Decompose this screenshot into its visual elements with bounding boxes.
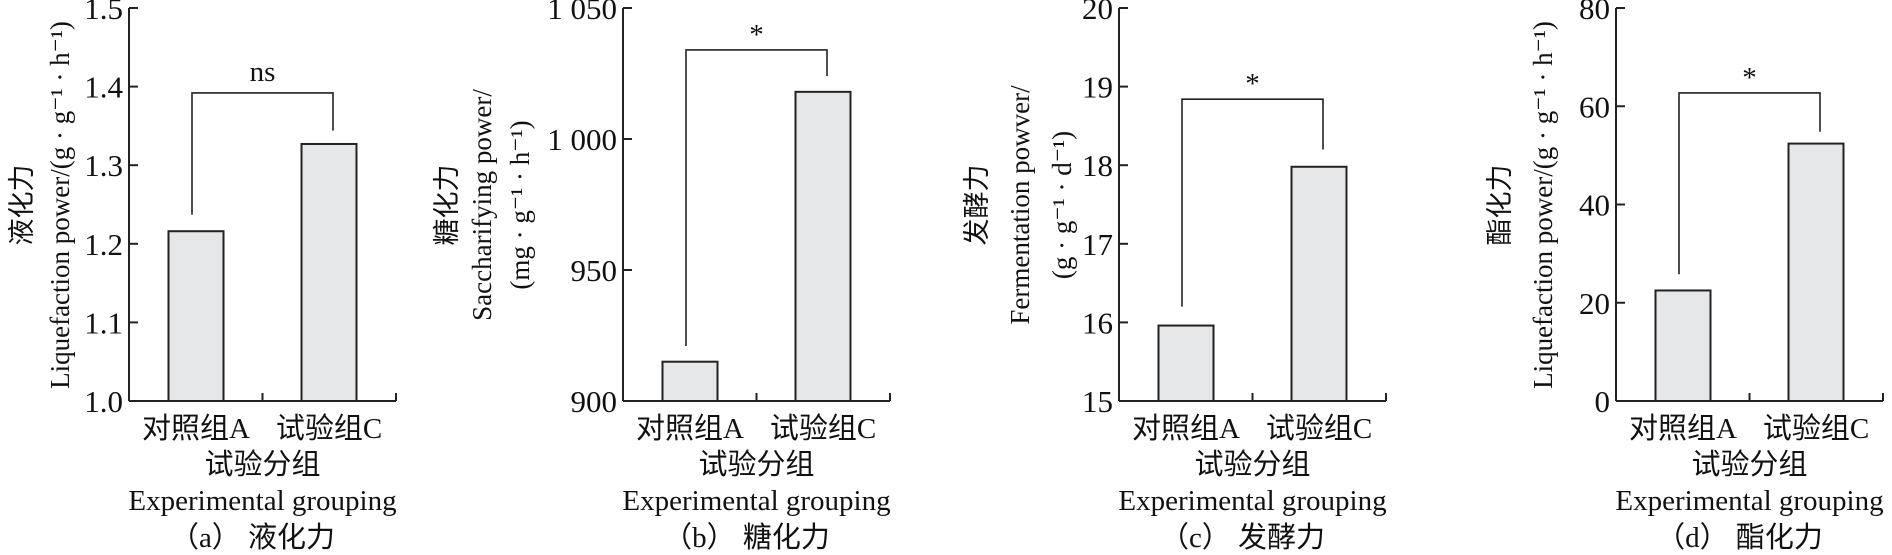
y-tick-label: 1.4 (84, 70, 123, 105)
bar-test-c (300, 142, 358, 402)
significance-label: * (1742, 62, 1757, 94)
category-label: 对照组A (636, 412, 744, 445)
y-axis-title: 液化力 (7, 165, 37, 246)
category-label: 试验组C (1763, 412, 1869, 445)
category-label: 对照组A (142, 412, 250, 445)
x-axis-title-en: Experimental grouping (1615, 485, 1883, 517)
x-axis-title-cn: 试验分组 (698, 448, 814, 481)
y-tick-label: 17 (1082, 227, 1113, 262)
category-label: 对照组A (1629, 412, 1737, 445)
bar-control-a (1654, 289, 1712, 402)
y-tick-label: 16 (1082, 305, 1113, 340)
x-axis-title-cn: 试验分组 (1691, 448, 1807, 481)
significance-bracket (1181, 98, 1324, 307)
y-axis-title: 酯化力 (1485, 165, 1515, 246)
y-axis-title: (mg · g⁻¹ · h⁻¹) (505, 120, 535, 289)
y-tick-label: 15 (1082, 384, 1113, 419)
bar-test-c (794, 90, 852, 402)
chart-panel-c: 15 16 17 18 19 20 对照组A 试验组C * 试验分组 Experimental gr… (962, 0, 1387, 554)
y-tick-label: 80 (1579, 0, 1610, 26)
y-tick-label: 1 050 (547, 0, 617, 26)
x-axis-title-en: Experimental grouping (622, 485, 890, 517)
significance-label: * (1245, 68, 1260, 100)
category-label: 对照组A (1132, 412, 1240, 445)
x-axis-title-en: Experimental grouping (1118, 485, 1386, 517)
y-tick-label: 1.3 (84, 148, 123, 183)
bar-test-c (1290, 165, 1348, 402)
panel-caption: （d） 酯化力 (1656, 521, 1823, 554)
panel-caption: （b） 糖化力 (663, 521, 830, 554)
y-tick-label: 20 (1082, 0, 1113, 26)
y-axis-title: 糖化力 (432, 165, 462, 246)
bar-control-a (1157, 324, 1215, 403)
chart-panel-d: 0 20 40 60 80 对照组A 试验组C * 试验分组 Experimental group… (1485, 0, 1884, 554)
y-tick-label: 1 000 (547, 122, 617, 157)
significance-label: * (749, 19, 764, 51)
bar-control-a (661, 360, 719, 403)
x-axis-title-en: Experimental grouping (128, 485, 396, 517)
significance-bracket (191, 92, 334, 215)
chart-panel-b: 900 950 1 000 1 050 对照组A 试验组C * 试验分组 Experimenta… (432, 0, 891, 554)
y-axis-title: Saccharifying power/ (467, 89, 497, 321)
y-tick-label: 60 (1579, 89, 1610, 124)
y-tick-label: 18 (1082, 148, 1113, 183)
y-tick-label: 1.0 (84, 384, 123, 419)
y-tick-label: 1.1 (84, 305, 123, 340)
category-label: 试验组C (276, 412, 382, 445)
y-tick-label: 950 (571, 253, 618, 288)
x-axis-title-cn: 试验分组 (1194, 448, 1310, 481)
y-axis-title: 发酵力 (962, 165, 992, 246)
y-axis-title: Liquefaction power/(g · g⁻¹ · h⁻¹) (1528, 21, 1558, 389)
y-tick-label: 20 (1579, 286, 1610, 321)
y-axis-title: Fermentation powver/ (1005, 85, 1035, 325)
panel-caption: （c） 发酵力 (1160, 521, 1325, 554)
y-tick-label: 0 (1595, 384, 1611, 419)
y-tick-label: 40 (1579, 188, 1610, 223)
bar-test-c (1787, 142, 1845, 403)
category-label: 试验组C (1266, 412, 1372, 445)
y-tick-label: 19 (1082, 70, 1113, 105)
x-axis-title-cn: 试验分组 (204, 448, 320, 481)
category-label: 试验组C (770, 412, 876, 445)
chart-panel-a: 1.0 1.1 1.2 1.3 1.4 1.5 对照组A 试验组C ns 试验分组 Experime… (7, 0, 397, 554)
bar-control-a (167, 230, 225, 402)
significance-bracket (685, 49, 828, 346)
panel-caption: （a） 液化力 (170, 521, 335, 554)
y-tick-label: 1.2 (84, 227, 123, 262)
y-axis-title: Liquefaction power/(g · g⁻¹ · h⁻¹) (45, 21, 75, 389)
y-axis-title: (g · g⁻¹ · d⁻¹) (1047, 131, 1077, 279)
y-tick-label: 900 (571, 384, 618, 419)
significance-label: ns (250, 56, 276, 88)
significance-bracket (1678, 92, 1821, 275)
y-tick-label: 1.5 (84, 0, 123, 26)
